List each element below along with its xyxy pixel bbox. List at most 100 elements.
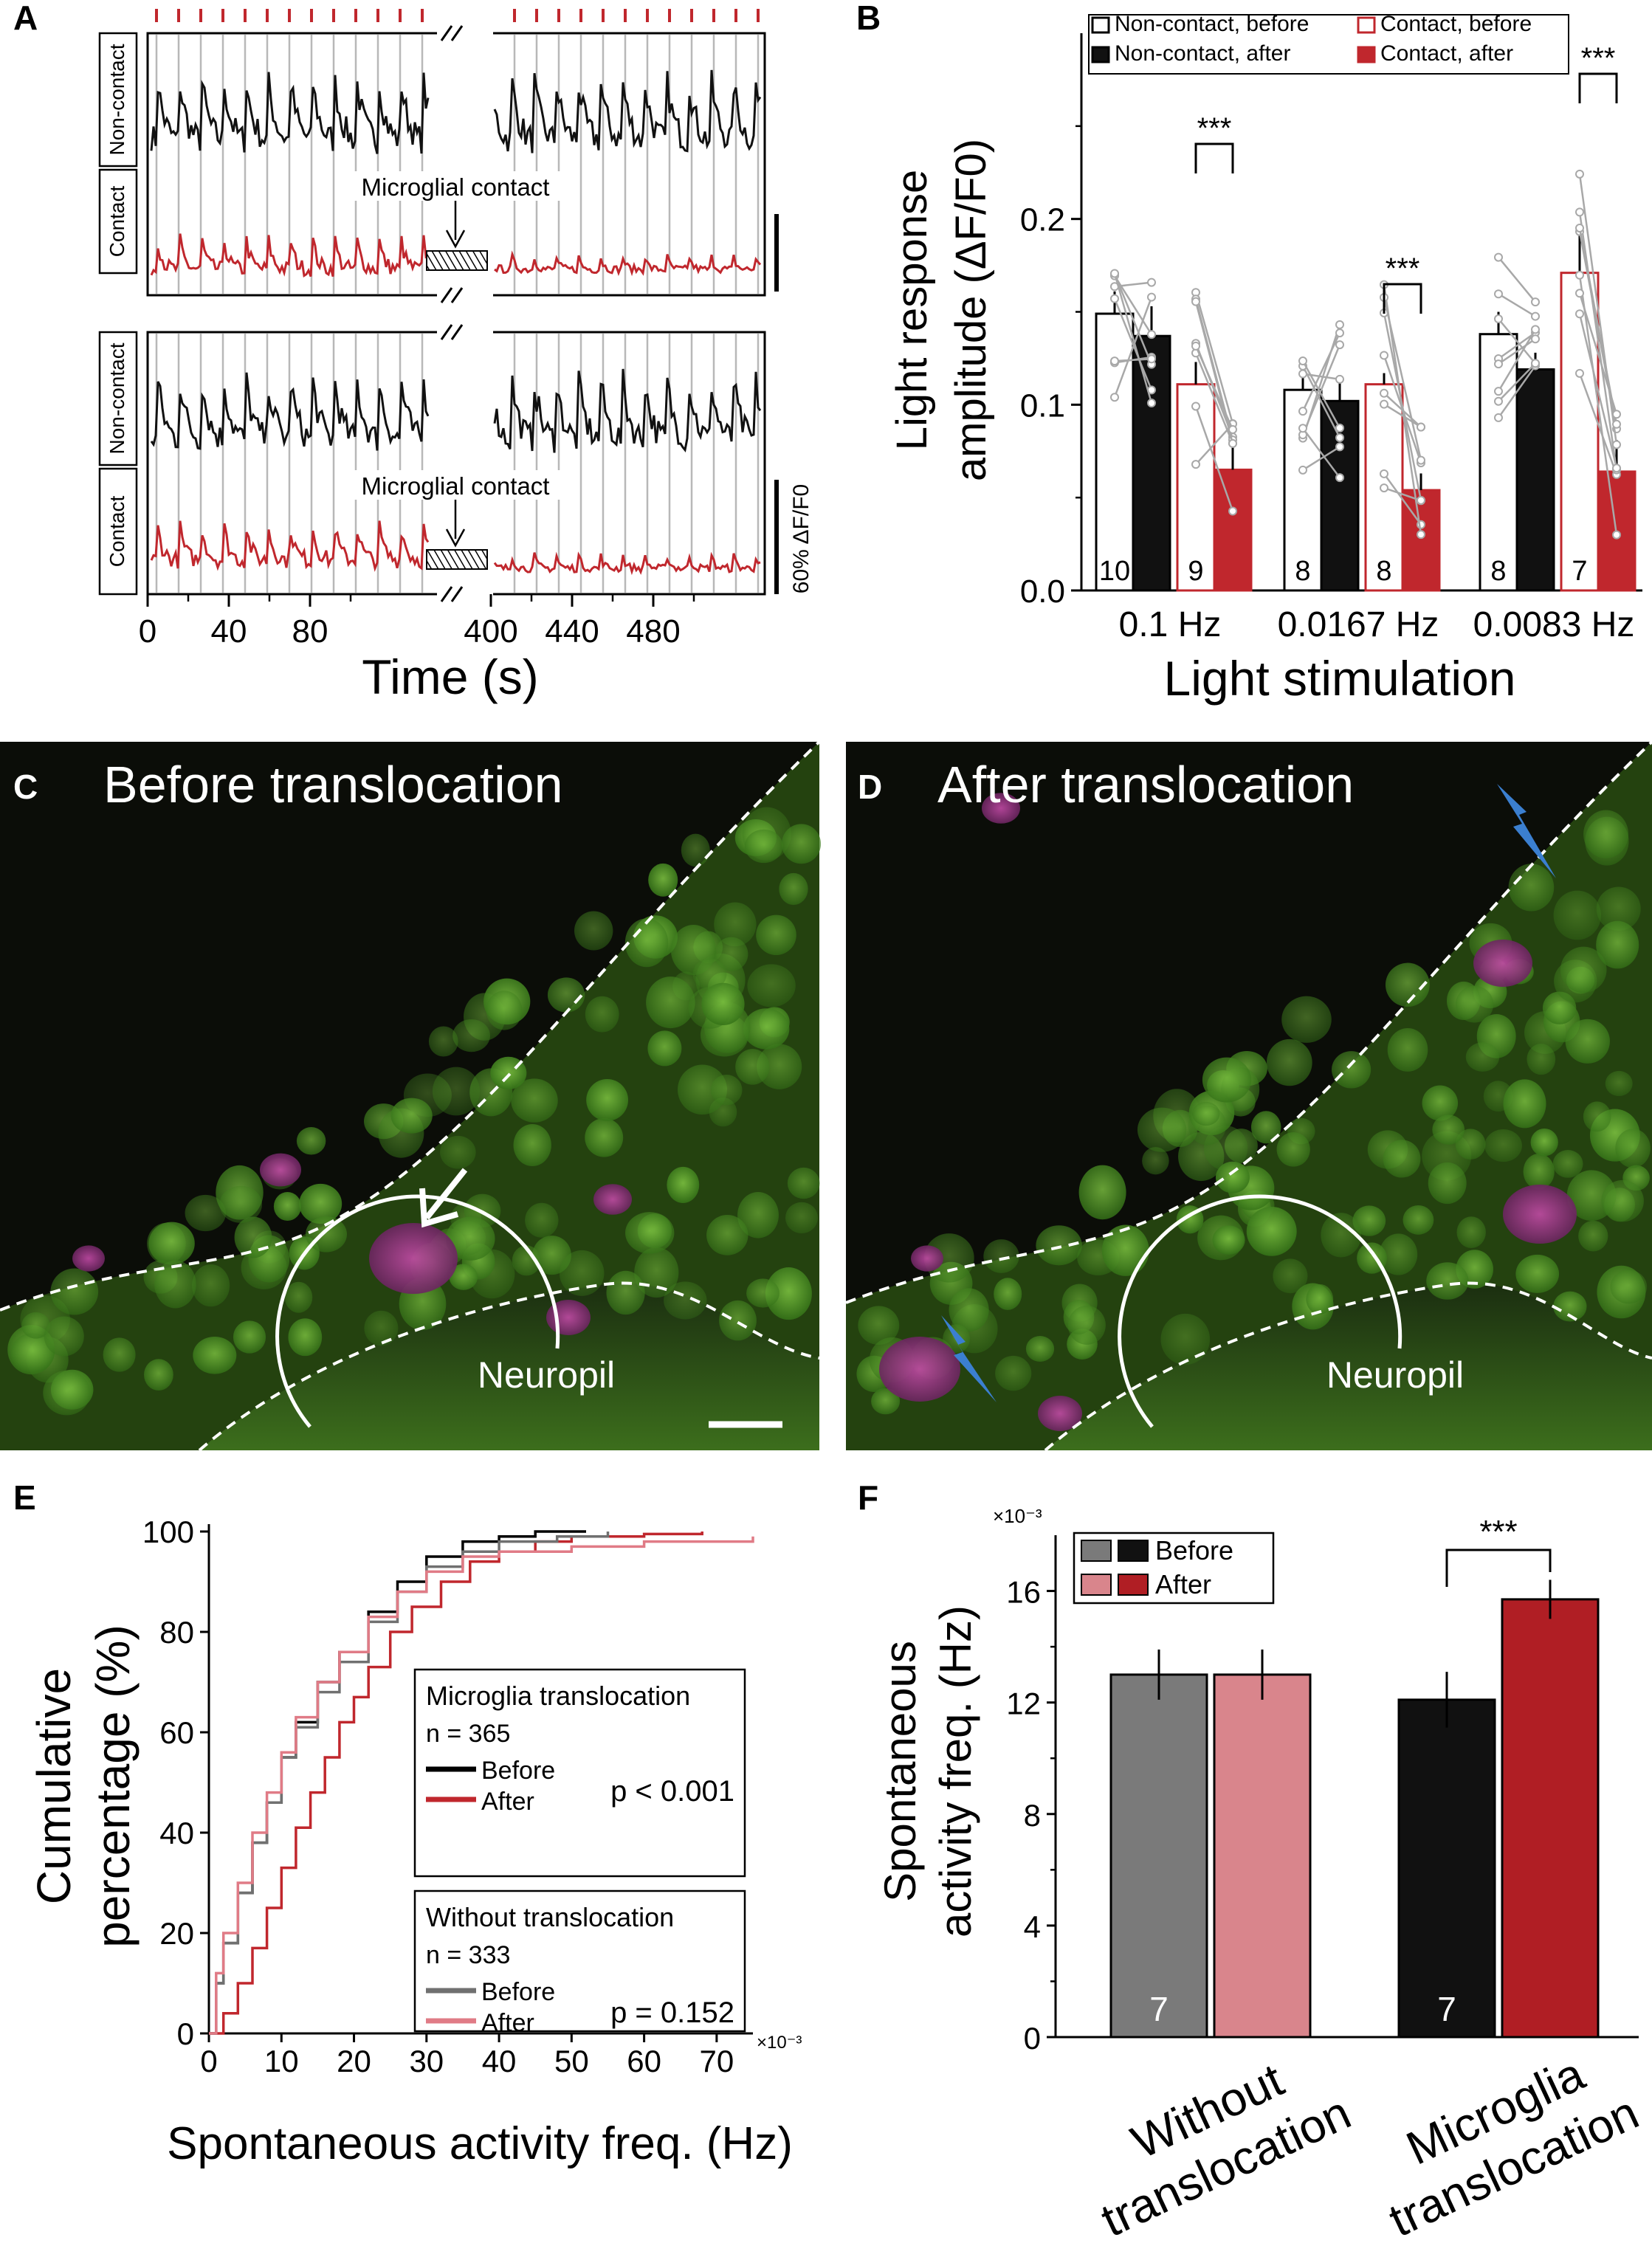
legend-swatch bbox=[1091, 16, 1110, 34]
neuron-cell bbox=[1553, 1291, 1587, 1322]
legend-label-after: After bbox=[481, 2009, 534, 2037]
p-value: p = 0.152 bbox=[610, 1997, 734, 2029]
panel-letter-a: A bbox=[13, 0, 38, 37]
neuropil-label: Neuropil bbox=[478, 1354, 615, 1396]
neuron-cell bbox=[1553, 890, 1602, 940]
y-tick-label: 60 bbox=[159, 1715, 194, 1750]
bar bbox=[1364, 383, 1404, 592]
neuron-cell bbox=[1426, 1262, 1469, 1300]
neuron-cell bbox=[10, 1333, 55, 1373]
microglial-contact-bar-bottom bbox=[426, 549, 488, 570]
significance-label: *** bbox=[1386, 252, 1420, 285]
paired-dot bbox=[1228, 438, 1237, 448]
x-tick-label: 40 bbox=[211, 613, 247, 650]
microglia-cell bbox=[911, 1245, 943, 1272]
neuron-cell bbox=[1250, 1111, 1281, 1144]
neuron-cell bbox=[1456, 1216, 1486, 1248]
neuron-cell bbox=[1515, 1254, 1560, 1293]
paired-dot bbox=[1494, 252, 1503, 262]
neuron-cell bbox=[428, 1026, 458, 1057]
x-tick-label: 40 bbox=[482, 2044, 517, 2078]
paired-dot bbox=[1494, 387, 1503, 396]
neuron-cell bbox=[1527, 1044, 1556, 1075]
neuron-cell bbox=[1610, 1269, 1648, 1304]
stimulus-markers bbox=[155, 9, 760, 22]
neuron-cell bbox=[440, 1135, 476, 1169]
legend-frame bbox=[1088, 14, 1569, 75]
paired-dot bbox=[1575, 309, 1584, 319]
neuron-cell bbox=[677, 1064, 728, 1115]
cell-outline-arc bbox=[1118, 1194, 1403, 1428]
neuron-cell bbox=[1455, 1129, 1486, 1160]
neuron-cell bbox=[193, 1336, 237, 1374]
neuron-cell bbox=[743, 1008, 790, 1050]
n-label: 7 bbox=[1572, 556, 1587, 587]
x-multiplier: ×10⁻³ bbox=[757, 2033, 802, 2053]
paired-line bbox=[1113, 297, 1153, 398]
microglial-contact-label-bottom: Microglial contact bbox=[362, 472, 550, 500]
legend-swatch bbox=[1081, 1540, 1112, 1562]
neuron-cell bbox=[452, 1019, 490, 1053]
neuron-cell bbox=[1160, 1313, 1211, 1365]
x-tick-label: 70 bbox=[700, 2044, 734, 2078]
y-tick-label: 12 bbox=[1006, 1687, 1041, 1721]
legend-swatch bbox=[1357, 16, 1376, 34]
n-label: 10 bbox=[1099, 556, 1130, 587]
neuropil-boundary bbox=[1044, 1281, 1652, 1452]
paired-line bbox=[1498, 318, 1536, 365]
panel-title: Before translocation bbox=[103, 756, 563, 813]
paired-dot bbox=[1494, 289, 1503, 299]
x-axis-label: Light stimulation bbox=[1164, 651, 1516, 706]
significance-bracket bbox=[1445, 1548, 1552, 1587]
arrow-icon bbox=[419, 1188, 459, 1228]
neuron-cell bbox=[647, 1030, 682, 1067]
paired-dot bbox=[1298, 465, 1307, 475]
paired-line bbox=[1498, 338, 1536, 365]
neuron-cell bbox=[547, 977, 585, 1013]
paired-dot bbox=[1417, 495, 1425, 505]
legend-label: Contact, after bbox=[1380, 41, 1513, 66]
paired-dot bbox=[1335, 340, 1344, 350]
neuron-cell bbox=[692, 958, 727, 990]
neuron-cell bbox=[43, 1370, 91, 1416]
arrow-icon bbox=[424, 1168, 468, 1220]
calcium-traces bbox=[150, 69, 762, 576]
neuron-cell bbox=[1422, 1085, 1459, 1121]
microglia-cell bbox=[260, 1153, 301, 1187]
significance-label: *** bbox=[1197, 112, 1232, 145]
significance-label: *** bbox=[1581, 42, 1616, 75]
x-axis-ticks: 0 40 80 400 440 480 bbox=[139, 594, 695, 650]
legend-box bbox=[413, 1668, 746, 1878]
paired-line bbox=[1383, 403, 1422, 428]
neuron-cell bbox=[44, 1316, 84, 1357]
tissue-boundary bbox=[845, 740, 1652, 1304]
paired-dot bbox=[1110, 356, 1119, 366]
paired-line bbox=[1194, 406, 1234, 511]
y-tick-label: 0.1 bbox=[1020, 387, 1065, 424]
neuron-cell bbox=[923, 1233, 974, 1283]
paired-dot bbox=[1575, 169, 1584, 179]
y-multiplier: ×10⁻³ bbox=[993, 1505, 1042, 1527]
fluorescent-cells bbox=[845, 740, 1652, 1452]
neuron-cell bbox=[574, 911, 613, 951]
x-category-label: 0.0083 Hz bbox=[1473, 605, 1635, 644]
neuron-cell bbox=[1596, 920, 1639, 969]
neuron-cell bbox=[559, 1250, 605, 1296]
neuron-cell bbox=[625, 1212, 675, 1254]
neuron-cell bbox=[1385, 962, 1430, 1007]
legend-label: After bbox=[1155, 1569, 1211, 1599]
y-axis-label: activity freq. (Hz) bbox=[931, 1605, 980, 1937]
y-tick-label: 80 bbox=[159, 1615, 194, 1650]
paired-line bbox=[1498, 331, 1536, 360]
contact-trace bbox=[150, 520, 430, 572]
panel-d-image: D After translocation Neuropil bbox=[845, 740, 1652, 1452]
neuron-cell bbox=[706, 1215, 748, 1255]
panel-e-chart: 0 20 40 60 80 100 0 10 20 30 40 50 60 70 ×10⁻³ Spontane… bbox=[27, 1515, 802, 2169]
paired-dot bbox=[1191, 402, 1200, 411]
legend: Non-contact, before Non-contact, after Con… bbox=[1088, 12, 1569, 75]
neuron-cell bbox=[681, 833, 710, 867]
axis-break bbox=[450, 324, 464, 340]
x-tick-label: 400 bbox=[464, 613, 517, 650]
x-tick-label: 30 bbox=[409, 2044, 444, 2078]
paired-dot bbox=[1417, 530, 1425, 540]
